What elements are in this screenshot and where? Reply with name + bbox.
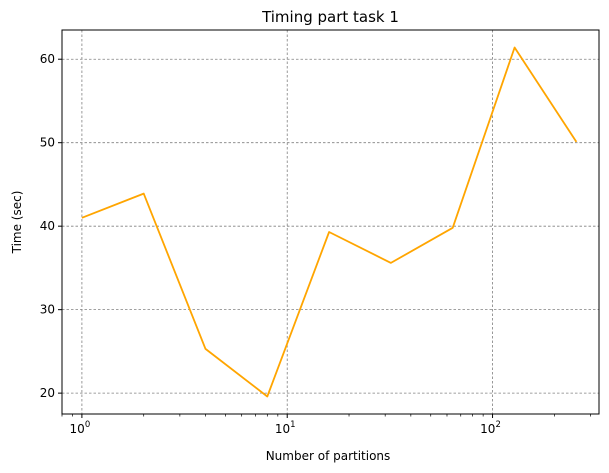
y-tick-label: 20 [40, 386, 55, 400]
ticks: 100 101 102 20 30 40 50 60 [40, 52, 591, 436]
y-axis-label: Time (sec) [10, 191, 24, 255]
y-tick-label: 60 [40, 52, 55, 66]
chart-title: Timing part task 1 [261, 8, 399, 26]
series-line [81, 46, 578, 398]
x-tick-label: 101 [275, 420, 296, 436]
grid [62, 30, 599, 414]
series-layer [81, 46, 578, 398]
y-tick-label: 40 [40, 219, 55, 233]
x-tick-label: 100 [70, 420, 91, 436]
y-tick-label: 30 [40, 303, 55, 317]
x-axis-label: Number of partitions [266, 449, 391, 463]
y-tick-label: 50 [40, 136, 55, 150]
x-tick-label: 102 [480, 420, 501, 436]
plot-area-frame [61, 29, 600, 415]
